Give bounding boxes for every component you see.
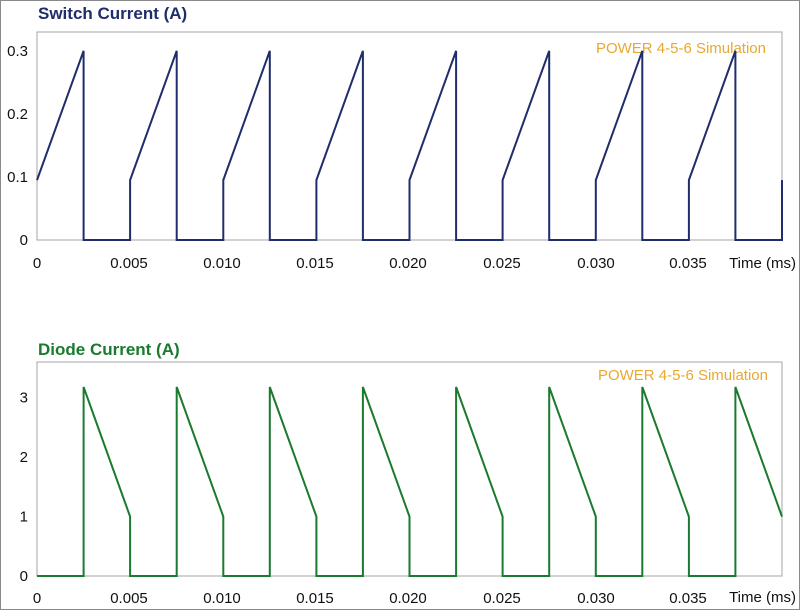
diode-x-ticks: 0 0.005 0.010 0.015 0.020 0.025 0.030 0.035 [33, 590, 707, 607]
switch-current-line [36, 50, 783, 241]
diode-x-tick-label: 0.035 [669, 590, 707, 607]
diode-y-tick-label: 3 [20, 390, 28, 407]
diode-x-tick-label: 0 [33, 590, 41, 607]
diode-current-line [37, 386, 783, 577]
diode-x-tick-label: 0.010 [203, 590, 241, 607]
diode-x-axis-label: Time (ms) [729, 589, 796, 606]
switch-y-tick-label: 0.2 [7, 106, 28, 123]
diode-y-tick-label: 0 [20, 568, 28, 585]
switch-x-tick-label: 0.010 [203, 255, 241, 272]
switch-y-ticks: 0 0.1 0.2 0.3 [7, 43, 28, 249]
diode-y-tick-label: 2 [20, 449, 28, 466]
switch-x-tick-label: 0.035 [669, 255, 707, 272]
switch-current-chart: Switch Current (A) POWER 4-5-6 Simulatio… [7, 4, 796, 272]
switch-x-tick-label: 0.020 [389, 255, 427, 272]
switch-x-tick-label: 0.030 [577, 255, 615, 272]
switch-x-tick-label: 0 [33, 255, 41, 272]
switch-y-tick-label: 0 [20, 232, 28, 249]
diode-x-tick-label: 0.030 [577, 590, 615, 607]
diode-x-tick-label: 0.015 [296, 590, 334, 607]
diode-y-ticks: 0 1 2 3 [20, 390, 28, 585]
switch-x-tick-label: 0.005 [110, 255, 148, 272]
switch-watermark: POWER 4-5-6 Simulation [596, 40, 766, 57]
diode-watermark: POWER 4-5-6 Simulation [598, 367, 768, 384]
switch-x-tick-label: 0.025 [483, 255, 521, 272]
diode-x-tick-label: 0.005 [110, 590, 148, 607]
switch-chart-title: Switch Current (A) [38, 4, 187, 23]
diode-x-tick-label: 0.025 [483, 590, 521, 607]
diode-x-tick-label: 0.020 [389, 590, 427, 607]
switch-y-tick-label: 0.3 [7, 43, 28, 60]
diode-current-chart: Diode Current (A) POWER 4-5-6 Simulation… [20, 340, 796, 607]
diode-chart-title: Diode Current (A) [38, 340, 180, 359]
switch-x-axis-label: Time (ms) [729, 255, 796, 272]
switch-y-tick-label: 0.1 [7, 169, 28, 186]
diode-y-tick-label: 1 [20, 509, 28, 526]
switch-x-tick-label: 0.015 [296, 255, 334, 272]
switch-x-ticks: 0 0.005 0.010 0.015 0.020 0.025 0.030 0.035 [33, 255, 707, 272]
